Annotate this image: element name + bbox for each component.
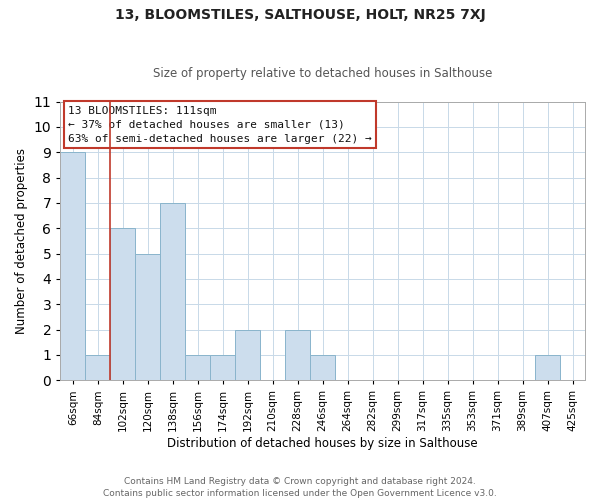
Text: 13 BLOOMSTILES: 111sqm
← 37% of detached houses are smaller (13)
63% of semi-det: 13 BLOOMSTILES: 111sqm ← 37% of detached… (68, 106, 372, 144)
Bar (61, 152, 85, 380)
Title: Size of property relative to detached houses in Salthouse: Size of property relative to detached ho… (153, 66, 493, 80)
Bar (210, 355, 235, 380)
Bar (310, 355, 335, 380)
Y-axis label: Number of detached properties: Number of detached properties (15, 148, 28, 334)
X-axis label: Distribution of detached houses by size in Salthouse: Distribution of detached houses by size … (167, 437, 478, 450)
Bar (110, 228, 135, 380)
Bar (535, 355, 560, 380)
Bar (85, 355, 110, 380)
Bar (185, 355, 210, 380)
Bar (235, 330, 260, 380)
Bar (285, 330, 310, 380)
Text: 13, BLOOMSTILES, SALTHOUSE, HOLT, NR25 7XJ: 13, BLOOMSTILES, SALTHOUSE, HOLT, NR25 7… (115, 8, 485, 22)
Bar (135, 254, 160, 380)
Bar (160, 203, 185, 380)
Text: Contains HM Land Registry data © Crown copyright and database right 2024.
Contai: Contains HM Land Registry data © Crown c… (103, 476, 497, 498)
